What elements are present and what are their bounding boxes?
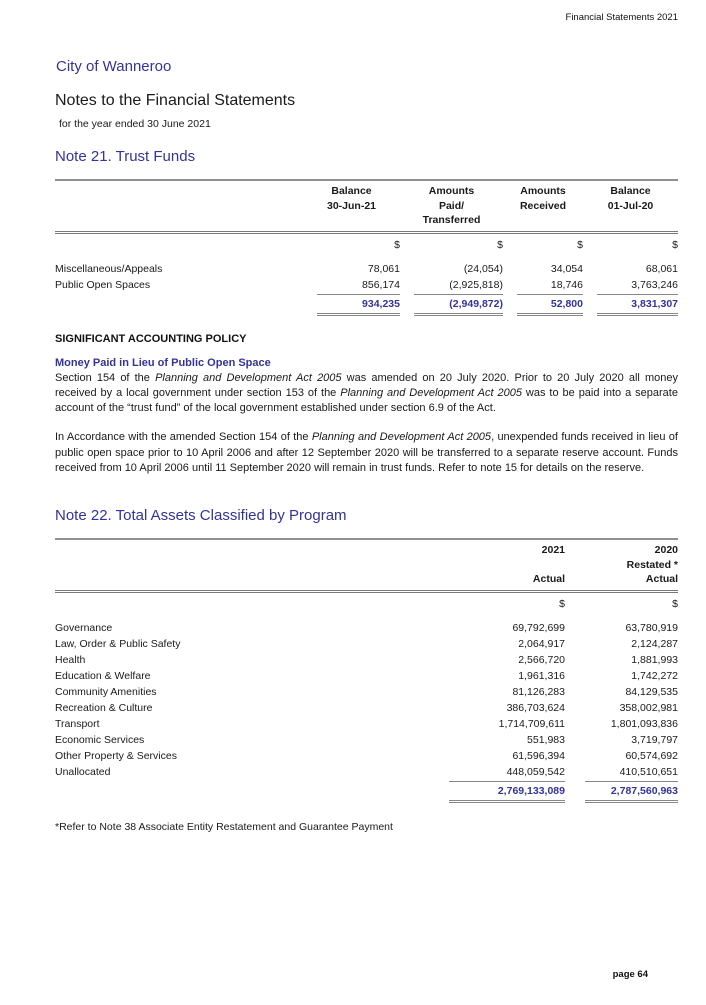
row-label: Transport bbox=[55, 717, 100, 730]
value-cell: 69,792,699 bbox=[512, 621, 565, 634]
currency-cell: $ bbox=[672, 597, 678, 610]
table-row: Miscellaneous/Appeals 78,061 (24,054) 34… bbox=[55, 253, 678, 277]
value-cell: (2,925,818) bbox=[449, 278, 503, 291]
row-label: Community Amenities bbox=[55, 685, 157, 698]
table-row: Education & Welfare 1,961,316 1,742,272 bbox=[55, 668, 678, 684]
total-assets-table: 2021 Actual 2020 Restated * Actual $ $ G… bbox=[55, 537, 678, 803]
value-cell: 1,801,093,836 bbox=[610, 717, 678, 730]
row-label: Unallocated bbox=[55, 765, 111, 778]
value-cell: 386,703,624 bbox=[506, 701, 565, 714]
total-value: 3,831,307 bbox=[597, 293, 678, 316]
value-cell: 18,746 bbox=[550, 278, 583, 291]
row-label: Miscellaneous/Appeals bbox=[55, 262, 163, 275]
currency-cell: $ bbox=[577, 238, 583, 251]
value-cell: 1,714,709,611 bbox=[498, 717, 565, 730]
total-value: 2,787,560,963 bbox=[585, 780, 678, 803]
table-row: Recreation & Culture 386,703,624 358,002… bbox=[55, 700, 678, 716]
value-cell: 34,054 bbox=[550, 262, 583, 275]
header-doc-label: Financial Statements 2021 bbox=[565, 12, 678, 23]
header-cell: Balance 01-Jul-20 bbox=[583, 178, 678, 234]
value-cell: 78,061 bbox=[367, 262, 400, 275]
restatement-footnote: *Refer to Note 38 Associate Entity Resta… bbox=[55, 820, 393, 833]
header-cell: 2020 Restated * Actual bbox=[565, 537, 678, 593]
row-label: Health bbox=[55, 653, 86, 666]
value-cell: 61,596,394 bbox=[512, 749, 565, 762]
currency-cell: $ bbox=[497, 238, 503, 251]
value-cell: 2,064,917 bbox=[518, 637, 565, 650]
policy-subheading: Money Paid in Lieu of Public Open Space bbox=[55, 356, 271, 369]
row-label: Recreation & Culture bbox=[55, 701, 153, 714]
value-cell: 84,129,535 bbox=[625, 685, 678, 698]
header-cell: Amounts Paid/ Transferred bbox=[400, 178, 503, 234]
table-row: Unallocated 448,059,542 410,510,651 bbox=[55, 764, 678, 780]
policy-heading: SIGNIFICANT ACCOUNTING POLICY bbox=[55, 332, 247, 345]
value-cell: 410,510,651 bbox=[619, 765, 678, 778]
table-row: Law, Order & Public Safety 2,064,917 2,1… bbox=[55, 636, 678, 652]
value-cell: 856,174 bbox=[362, 278, 400, 291]
value-cell: 448,059,542 bbox=[506, 765, 565, 778]
value-cell: 3,763,246 bbox=[631, 278, 678, 291]
row-label: Economic Services bbox=[55, 733, 145, 746]
currency-row: $ $ bbox=[55, 591, 678, 612]
page-number: page 64 bbox=[612, 969, 648, 980]
row-label: Governance bbox=[55, 621, 113, 634]
currency-cell: $ bbox=[559, 597, 565, 610]
value-cell: 1,961,316 bbox=[518, 669, 565, 682]
currency-cell: $ bbox=[394, 238, 400, 251]
total-row: 2,769,133,089 2,787,560,963 bbox=[55, 780, 678, 803]
currency-cell: $ bbox=[672, 238, 678, 251]
table-row: Other Property & Services 61,596,394 60,… bbox=[55, 748, 678, 764]
header-cell: Balance 30-Jun-21 bbox=[303, 178, 400, 234]
row-label: Other Property & Services bbox=[55, 749, 177, 762]
value-cell: 60,574,692 bbox=[625, 749, 678, 762]
currency-row: $ $ $ $ bbox=[55, 232, 678, 253]
value-cell: 1,742,272 bbox=[631, 669, 678, 682]
value-cell: 2,124,287 bbox=[631, 637, 678, 650]
value-cell: 68,061 bbox=[645, 262, 678, 275]
doc-subtitle: for the year ended 30 June 2021 bbox=[59, 118, 211, 130]
header-cell: Amounts Received bbox=[503, 178, 583, 234]
total-value: 934,235 bbox=[317, 293, 400, 316]
org-title: City of Wanneroo bbox=[56, 58, 172, 75]
row-label: Education & Welfare bbox=[55, 669, 151, 682]
note22-heading: Note 22. Total Assets Classified by Prog… bbox=[55, 507, 347, 524]
row-label: Law, Order & Public Safety bbox=[55, 637, 181, 650]
header-cell-empty bbox=[55, 178, 303, 234]
table-row: Economic Services 551,983 3,719,797 bbox=[55, 732, 678, 748]
page-content: City of Wanneroo Notes to the Financial … bbox=[55, 0, 678, 833]
table-row: Governance 69,792,699 63,780,919 bbox=[55, 612, 678, 636]
policy-paragraph-2: In Accordance with the amended Section 1… bbox=[55, 431, 678, 474]
table-header-row: 2021 Actual 2020 Restated * Actual bbox=[55, 537, 678, 593]
total-value: (2,949,872) bbox=[414, 293, 503, 316]
row-label: Public Open Spaces bbox=[55, 278, 151, 291]
total-value: 2,769,133,089 bbox=[449, 780, 565, 803]
table-row: Community Amenities 81,126,283 84,129,53… bbox=[55, 684, 678, 700]
header-cell: 2021 Actual bbox=[355, 537, 565, 593]
table-row: Health 2,566,720 1,881,993 bbox=[55, 652, 678, 668]
doc-title: Notes to the Financial Statements bbox=[55, 92, 296, 109]
value-cell: (24,054) bbox=[463, 262, 503, 275]
value-cell: 63,780,919 bbox=[625, 621, 678, 634]
table-row: Transport 1,714,709,611 1,801,093,836 bbox=[55, 716, 678, 732]
total-value: 52,800 bbox=[517, 293, 583, 316]
total-row: 934,235 (2,949,872) 52,800 3,831,307 bbox=[55, 293, 678, 316]
value-cell: 1,881,993 bbox=[631, 653, 678, 666]
header-cell-empty bbox=[55, 537, 355, 593]
policy-paragraph-1: Section 154 of the Planning and Developm… bbox=[55, 371, 678, 415]
value-cell: 3,719,797 bbox=[631, 733, 678, 746]
value-cell: 358,002,981 bbox=[619, 701, 678, 714]
value-cell: 81,126,283 bbox=[512, 685, 565, 698]
table-header-row: Balance 30-Jun-21 Amounts Paid/ Transfer… bbox=[55, 178, 678, 234]
note21-heading: Note 21. Trust Funds bbox=[55, 148, 196, 165]
value-cell: 551,983 bbox=[527, 733, 565, 746]
trust-funds-table: Balance 30-Jun-21 Amounts Paid/ Transfer… bbox=[55, 178, 678, 316]
table-row: Public Open Spaces 856,174 (2,925,818) 1… bbox=[55, 277, 678, 293]
value-cell: 2,566,720 bbox=[518, 653, 565, 666]
